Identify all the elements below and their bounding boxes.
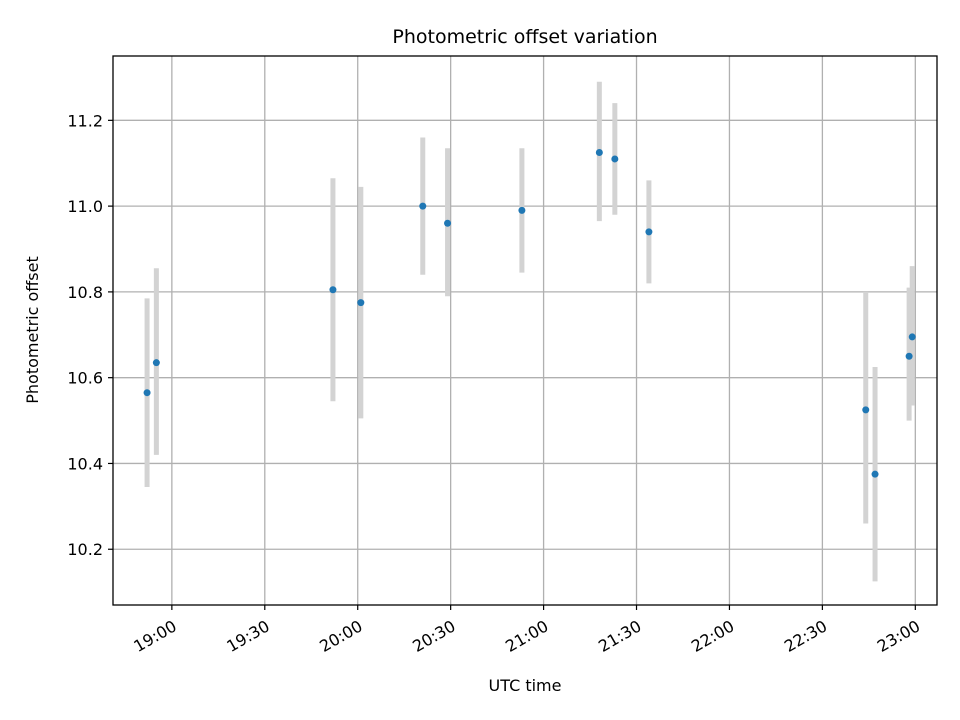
- y-tick-label: 10.8: [67, 283, 103, 302]
- data-point: [518, 206, 526, 214]
- x-tick-label: 21:00: [502, 616, 551, 656]
- x-tick-label: 19:30: [223, 616, 272, 656]
- y-tick-label: 11.0: [67, 197, 103, 216]
- y-tick-label: 11.2: [67, 111, 103, 130]
- grid: [113, 56, 937, 605]
- chart-title: Photometric offset variation: [392, 26, 657, 48]
- data-point: [871, 470, 879, 478]
- data-point: [905, 352, 913, 360]
- data-point: [143, 389, 151, 397]
- data-point: [152, 359, 160, 367]
- error-bars: [144, 81, 915, 582]
- y-tick-label: 10.4: [67, 454, 103, 473]
- x-tick-label: 23:00: [874, 616, 923, 656]
- data-point: [444, 219, 452, 227]
- data-point: [611, 155, 619, 163]
- data-point: [908, 333, 916, 341]
- data-point: [357, 299, 365, 307]
- y-tick-label: 10.6: [67, 369, 103, 388]
- data-point: [595, 149, 603, 157]
- y-tick-label: 10.2: [67, 540, 103, 559]
- data-point: [329, 286, 337, 294]
- x-tick-label: 19:00: [130, 616, 179, 656]
- data-point: [645, 228, 653, 236]
- y-axis: 10.2 10.4 10.6 10.8 11.0 11.2: [67, 111, 113, 559]
- x-tick-label: 20:00: [316, 616, 365, 656]
- x-axis-label: UTC time: [489, 676, 562, 695]
- plot-frame: [112, 55, 938, 606]
- x-tick-label: 22:00: [688, 616, 737, 656]
- x-tick-label: 20:30: [409, 616, 458, 656]
- y-axis-label: Photometric offset: [23, 256, 42, 404]
- x-tick-label: 21:30: [595, 616, 644, 656]
- x-axis: 19:00 19:30 20:00 20:30 21:00 21:30 22:00 22:30…: [130, 605, 923, 656]
- data-points: [143, 149, 916, 478]
- x-tick-label: 22:30: [781, 616, 830, 656]
- data-point: [419, 202, 427, 210]
- data-point: [862, 406, 870, 414]
